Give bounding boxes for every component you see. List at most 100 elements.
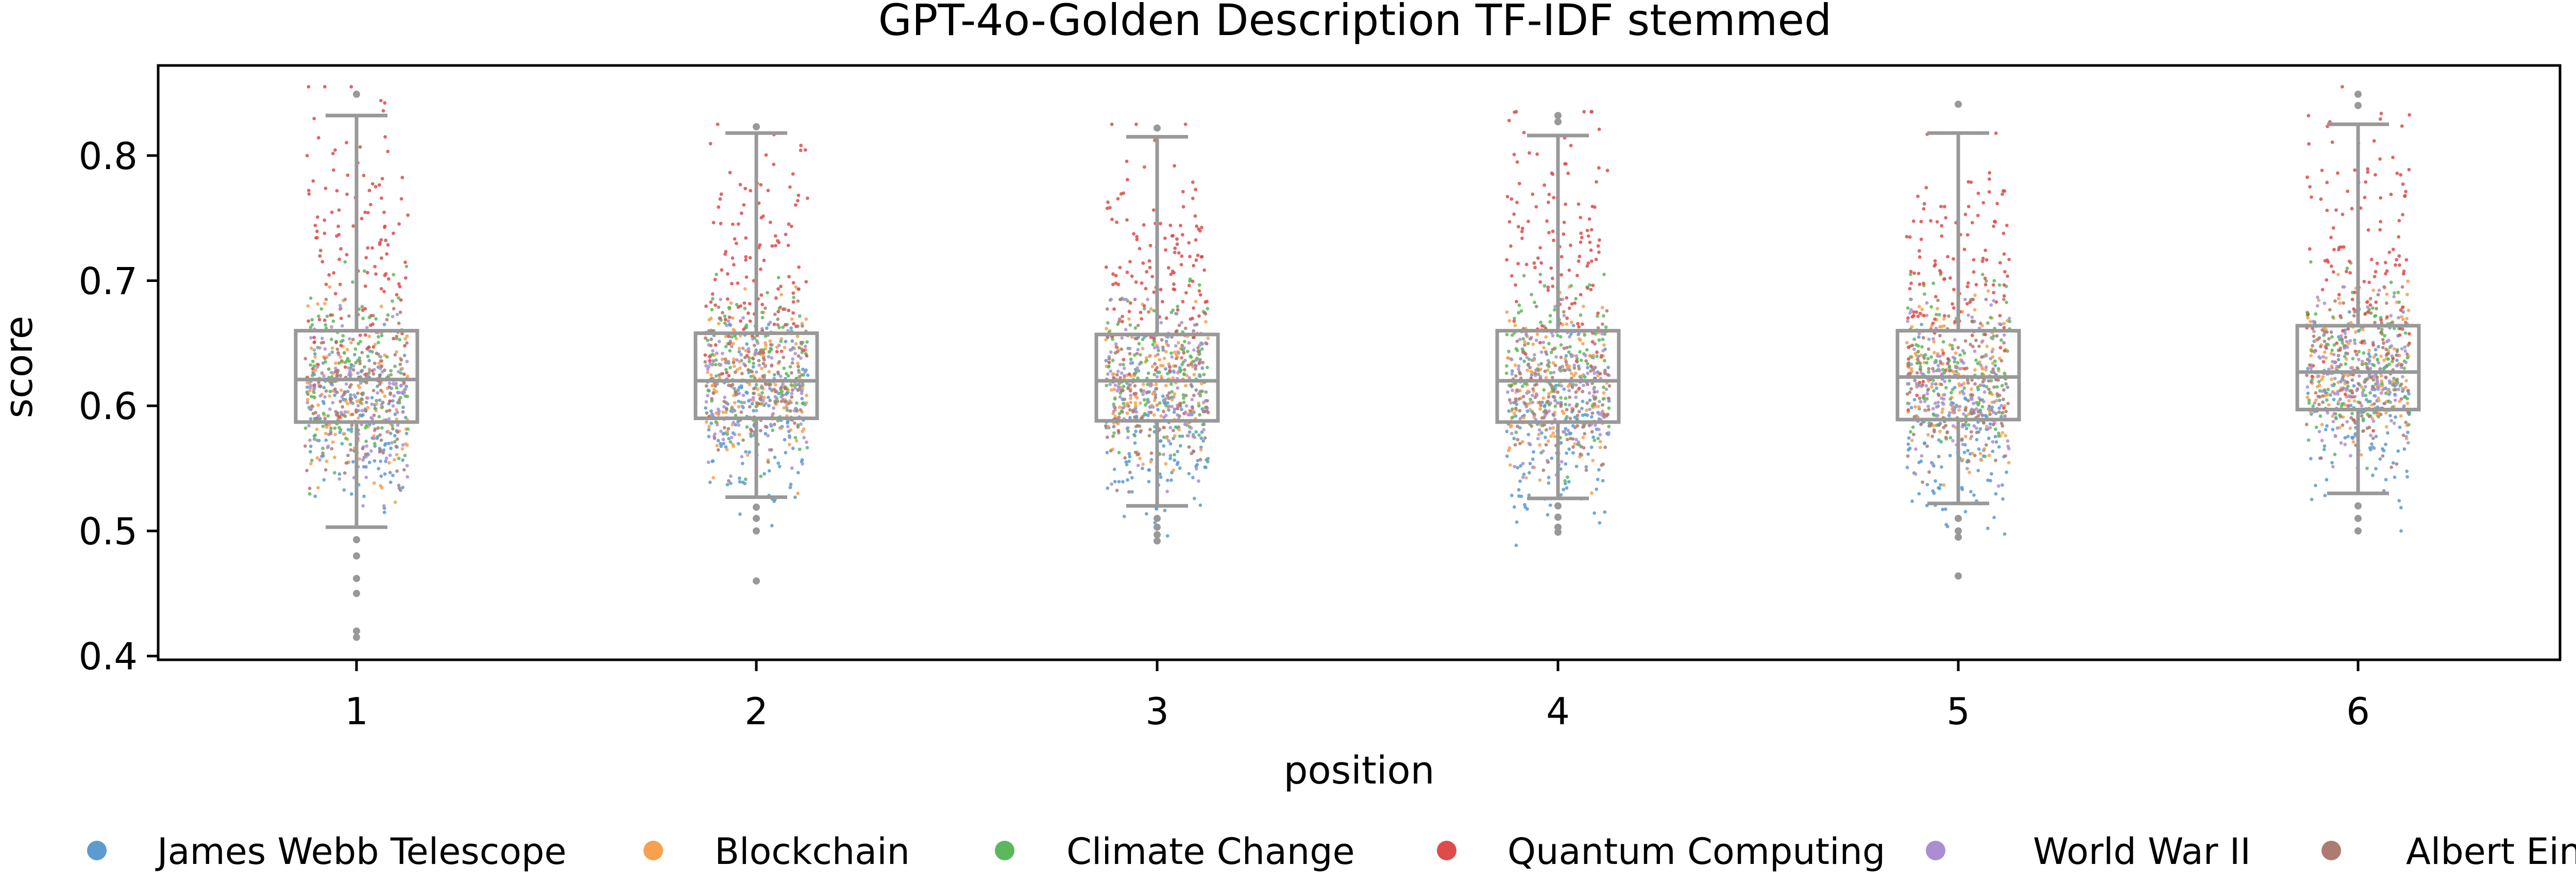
data-point (1918, 380, 1922, 385)
data-point (392, 337, 396, 341)
data-point (2330, 461, 2334, 465)
data-point (398, 362, 402, 366)
data-point (1593, 342, 1597, 346)
data-point (715, 411, 718, 415)
data-point (2403, 345, 2407, 349)
data-point (1944, 386, 1948, 390)
data-point (1552, 196, 1556, 199)
data-point (1197, 362, 1201, 365)
data-point (1931, 337, 1936, 341)
data-point (1543, 369, 1547, 373)
data-point (2404, 421, 2408, 424)
data-point (1204, 465, 1208, 470)
data-point (332, 271, 336, 275)
data-point (1594, 423, 1597, 427)
data-point (1534, 392, 1538, 396)
data-point (2344, 362, 2348, 366)
data-point (1999, 414, 2003, 419)
data-point (704, 384, 708, 388)
data-point (386, 429, 390, 434)
data-point (796, 354, 801, 358)
data-point (2307, 398, 2311, 402)
data-point (1514, 430, 1518, 435)
data-point (737, 432, 741, 437)
data-point (2317, 384, 2321, 387)
data-point (759, 216, 764, 220)
data-point (754, 370, 758, 374)
data-point (1169, 272, 1173, 276)
data-point (2349, 404, 2353, 407)
data-point (1126, 478, 1129, 482)
data-point (359, 401, 362, 405)
data-point (760, 391, 764, 395)
legend-item: Albert Einstein (2321, 830, 2576, 873)
data-point (1128, 352, 1132, 356)
data-point (2347, 310, 2351, 314)
data-point (1127, 452, 1131, 456)
data-point (1144, 356, 1148, 360)
data-point (1989, 315, 1993, 320)
data-point (1510, 274, 1514, 278)
data-point (2351, 395, 2355, 399)
data-point (2389, 280, 2393, 285)
data-point (2343, 331, 2347, 335)
data-point (2360, 385, 2364, 389)
data-point (2317, 355, 2321, 359)
data-point (361, 504, 365, 508)
x-tick-label: 4 (1546, 690, 1570, 733)
data-point (1556, 390, 1560, 394)
data-point (2355, 387, 2360, 391)
data-point (324, 389, 328, 393)
data-point (1567, 350, 1571, 354)
data-point (794, 439, 799, 443)
data-point (1931, 462, 1935, 466)
outlier-point (1154, 514, 1161, 522)
data-point (2360, 404, 2364, 408)
data-point (1912, 271, 1916, 275)
data-point (1972, 408, 1976, 412)
data-point (1174, 364, 1178, 368)
legend-item: World War II (1926, 830, 2251, 873)
data-point (1603, 445, 1607, 449)
data-point (1981, 380, 1985, 384)
data-point (744, 323, 749, 327)
outlier-point (1554, 528, 1562, 536)
data-point (1172, 271, 1176, 275)
data-point (1122, 358, 1126, 362)
data-point (2384, 272, 2387, 276)
x-tick-label: 3 (1145, 690, 1169, 733)
data-point (1172, 395, 1176, 399)
data-point (368, 368, 372, 372)
data-point (754, 382, 758, 387)
data-point (714, 420, 718, 424)
data-point (322, 386, 326, 390)
data-point (372, 481, 376, 485)
data-point (1162, 409, 1165, 413)
data-point (759, 351, 763, 355)
data-point (711, 459, 715, 463)
data-point (2393, 475, 2397, 479)
data-point (1579, 358, 1583, 362)
data-point (1546, 513, 1550, 517)
data-point (1965, 285, 1970, 289)
data-point (1990, 349, 1994, 354)
data-point (330, 375, 334, 379)
data-point (1133, 441, 1137, 445)
data-point (387, 385, 391, 389)
data-point (1976, 410, 1980, 414)
data-point (710, 353, 715, 356)
data-point (333, 432, 337, 437)
data-point (338, 374, 343, 377)
data-point (1204, 312, 1208, 316)
data-point (1204, 300, 1208, 304)
data-point (2338, 301, 2342, 305)
data-point (1105, 451, 1109, 455)
data-point (1180, 356, 1183, 360)
data-point (1514, 347, 1518, 351)
data-point (720, 268, 724, 272)
data-point (800, 324, 804, 328)
data-point (805, 340, 809, 344)
data-point (2345, 420, 2349, 424)
data-point (1906, 306, 1910, 310)
data-point (796, 388, 800, 392)
